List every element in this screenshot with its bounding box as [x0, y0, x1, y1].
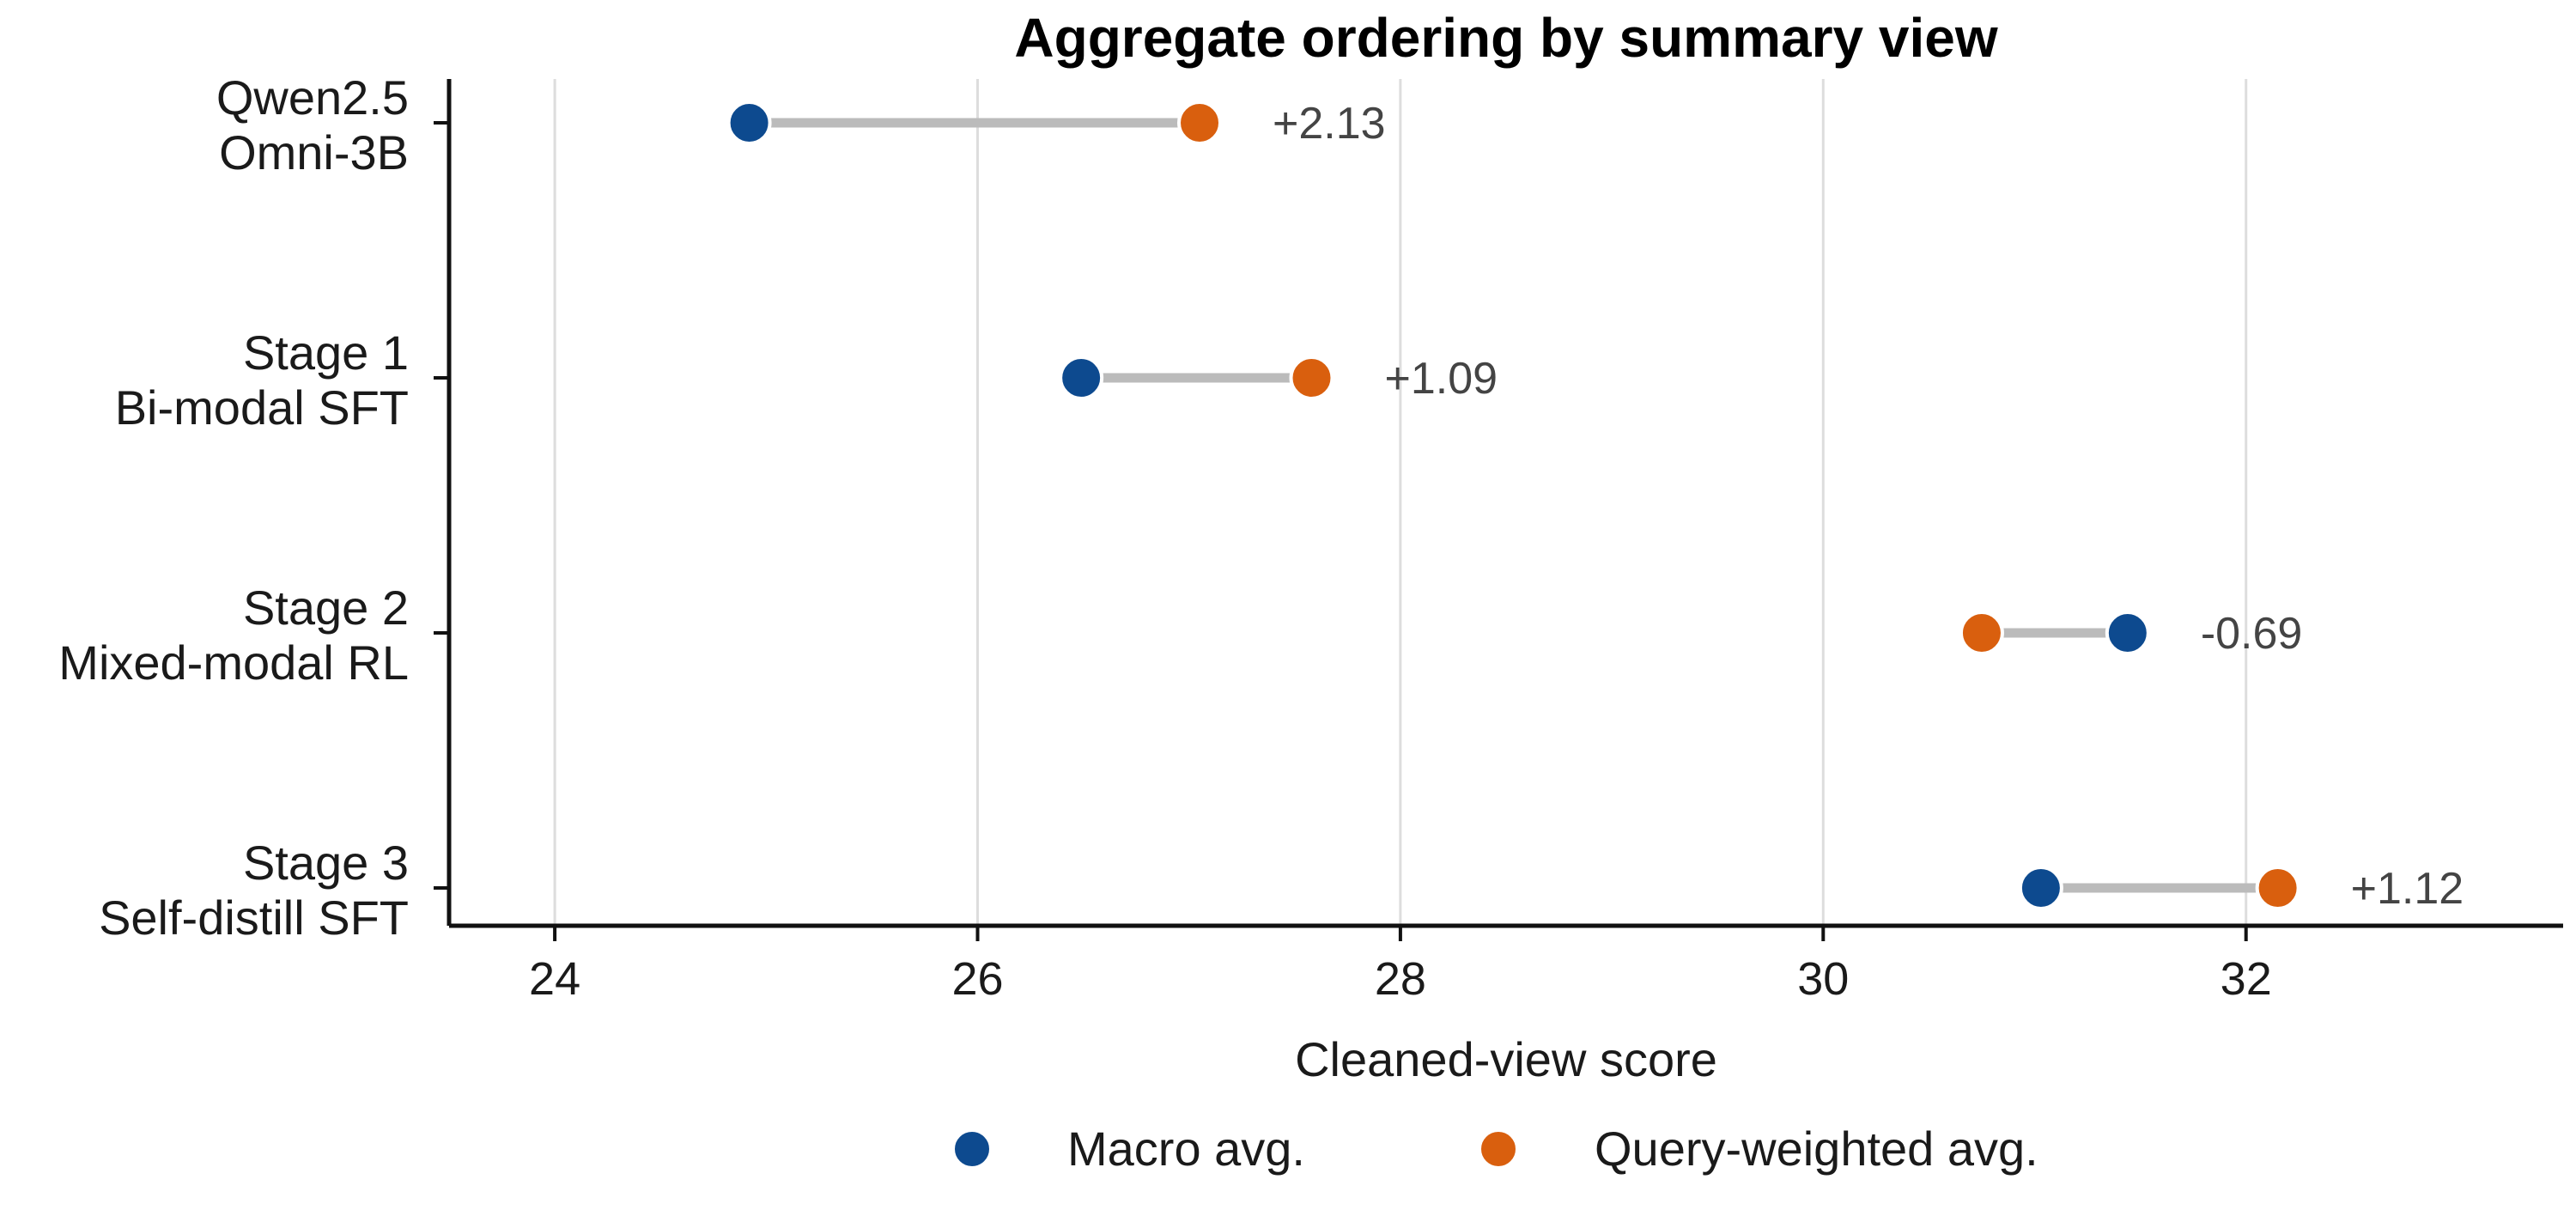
category-label-line: Self-distill SFT [99, 891, 409, 945]
legend: Macro avg. Query-weighted avg. [951, 1122, 2038, 1176]
point-series0-row1 [1059, 356, 1104, 400]
point-series1-row3 [2255, 866, 2300, 910]
x-tick-label-1: 26 [951, 953, 1003, 1005]
legend-label-0: Macro avg. [1067, 1122, 1305, 1176]
category-label-2: Stage 2 Mixed-modal RL [58, 581, 409, 690]
chart-title: Aggregate ordering by summary view [1014, 7, 1997, 69]
difference-label-3: +1.12 [2351, 864, 2464, 914]
legend-marker-1 [1478, 1128, 1519, 1170]
point-series1-row1 [1289, 356, 1334, 400]
category-label-line: Bi-modal SFT [115, 380, 409, 435]
difference-label-0: +2.13 [1273, 99, 1386, 149]
category-label-line: Omni-3B [219, 125, 409, 179]
x-axis-label: Cleaned-view score [1295, 1032, 1717, 1086]
point-series0-row3 [2018, 866, 2063, 910]
point-series0-row0 [726, 100, 772, 145]
category-label-line: Mixed-modal RL [58, 635, 409, 690]
category-label-0: Qwen2.5 Omni-3B [216, 70, 409, 179]
grid-lines [553, 79, 2248, 926]
x-tick-label-0: 24 [529, 953, 580, 1005]
difference-labels: +2.13 +1.09 -0.69 +1.12 [1273, 99, 2464, 914]
legend-marker-0 [951, 1128, 993, 1170]
difference-label-2: -0.69 [2201, 609, 2303, 659]
connectors [749, 118, 2278, 893]
x-tick-label-4: 32 [2221, 953, 2272, 1005]
axes [447, 79, 2563, 928]
category-label-line: Stage 3 [243, 836, 409, 890]
category-label-3: Stage 3 Self-distill SFT [99, 836, 409, 945]
y-axis-categories: Qwen2.5 Omni-3B Stage 1 Bi-modal SFT Stage 2… [58, 70, 449, 945]
point-series1-row2 [1959, 611, 2004, 655]
category-label-line: Stage 1 [243, 325, 409, 380]
x-tick-label-3: 30 [1797, 953, 1849, 1005]
category-label-1: Stage 1 Bi-modal SFT [115, 325, 409, 435]
x-tick-label-2: 28 [1375, 953, 1426, 1005]
category-label-line: Stage 2 [243, 581, 409, 635]
point-series0-row2 [2105, 611, 2150, 655]
difference-label-1: +1.09 [1384, 354, 1498, 404]
data-points [726, 100, 2300, 910]
point-series1-row0 [1177, 100, 1223, 145]
legend-label-1: Query-weighted avg. [1595, 1122, 2038, 1176]
x-axis-ticks: 24 26 28 30 32 [529, 926, 2272, 1005]
category-label-line: Qwen2.5 [216, 70, 409, 125]
